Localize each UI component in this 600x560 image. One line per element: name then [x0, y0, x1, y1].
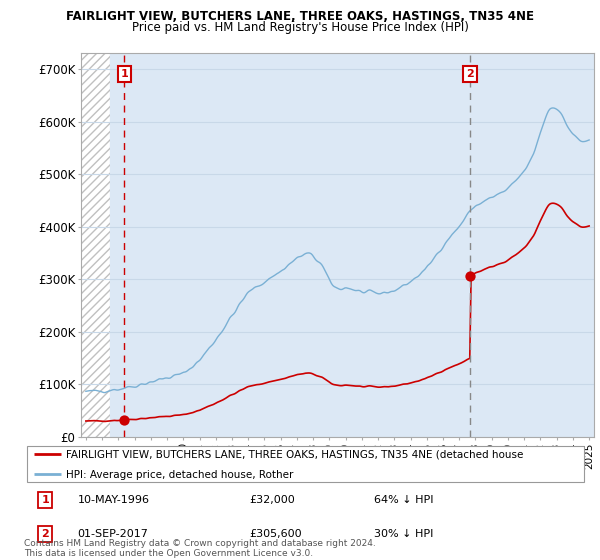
Text: 1: 1 [121, 69, 128, 79]
Text: 30% ↓ HPI: 30% ↓ HPI [374, 529, 433, 539]
Text: 10-MAY-1996: 10-MAY-1996 [77, 495, 149, 505]
Text: 64% ↓ HPI: 64% ↓ HPI [374, 495, 433, 505]
Text: £32,000: £32,000 [250, 495, 295, 505]
Point [119, 416, 129, 424]
FancyBboxPatch shape [27, 446, 584, 482]
Bar [110, 53, 594, 437]
Text: 01-SEP-2017: 01-SEP-2017 [77, 529, 148, 539]
Text: Contains HM Land Registry data © Crown copyright and database right 2024.
This d: Contains HM Land Registry data © Crown c… [24, 539, 376, 558]
Text: FAIRLIGHT VIEW, BUTCHERS LANE, THREE OAKS, HASTINGS, TN35 4NE (detached house: FAIRLIGHT VIEW, BUTCHERS LANE, THREE OAK… [66, 450, 524, 460]
Text: £305,600: £305,600 [250, 529, 302, 539]
Text: 2: 2 [466, 69, 474, 79]
Text: HPI: Average price, detached house, Rother: HPI: Average price, detached house, Roth… [66, 470, 293, 480]
Text: 2: 2 [41, 529, 49, 539]
Bar [81, 53, 110, 437]
Text: FAIRLIGHT VIEW, BUTCHERS LANE, THREE OAKS, HASTINGS, TN35 4NE: FAIRLIGHT VIEW, BUTCHERS LANE, THREE OAK… [66, 10, 534, 23]
Text: 1: 1 [41, 495, 49, 505]
Text: Price paid vs. HM Land Registry's House Price Index (HPI): Price paid vs. HM Land Registry's House … [131, 21, 469, 34]
Point [466, 272, 475, 281]
Bar [81, 53, 110, 437]
